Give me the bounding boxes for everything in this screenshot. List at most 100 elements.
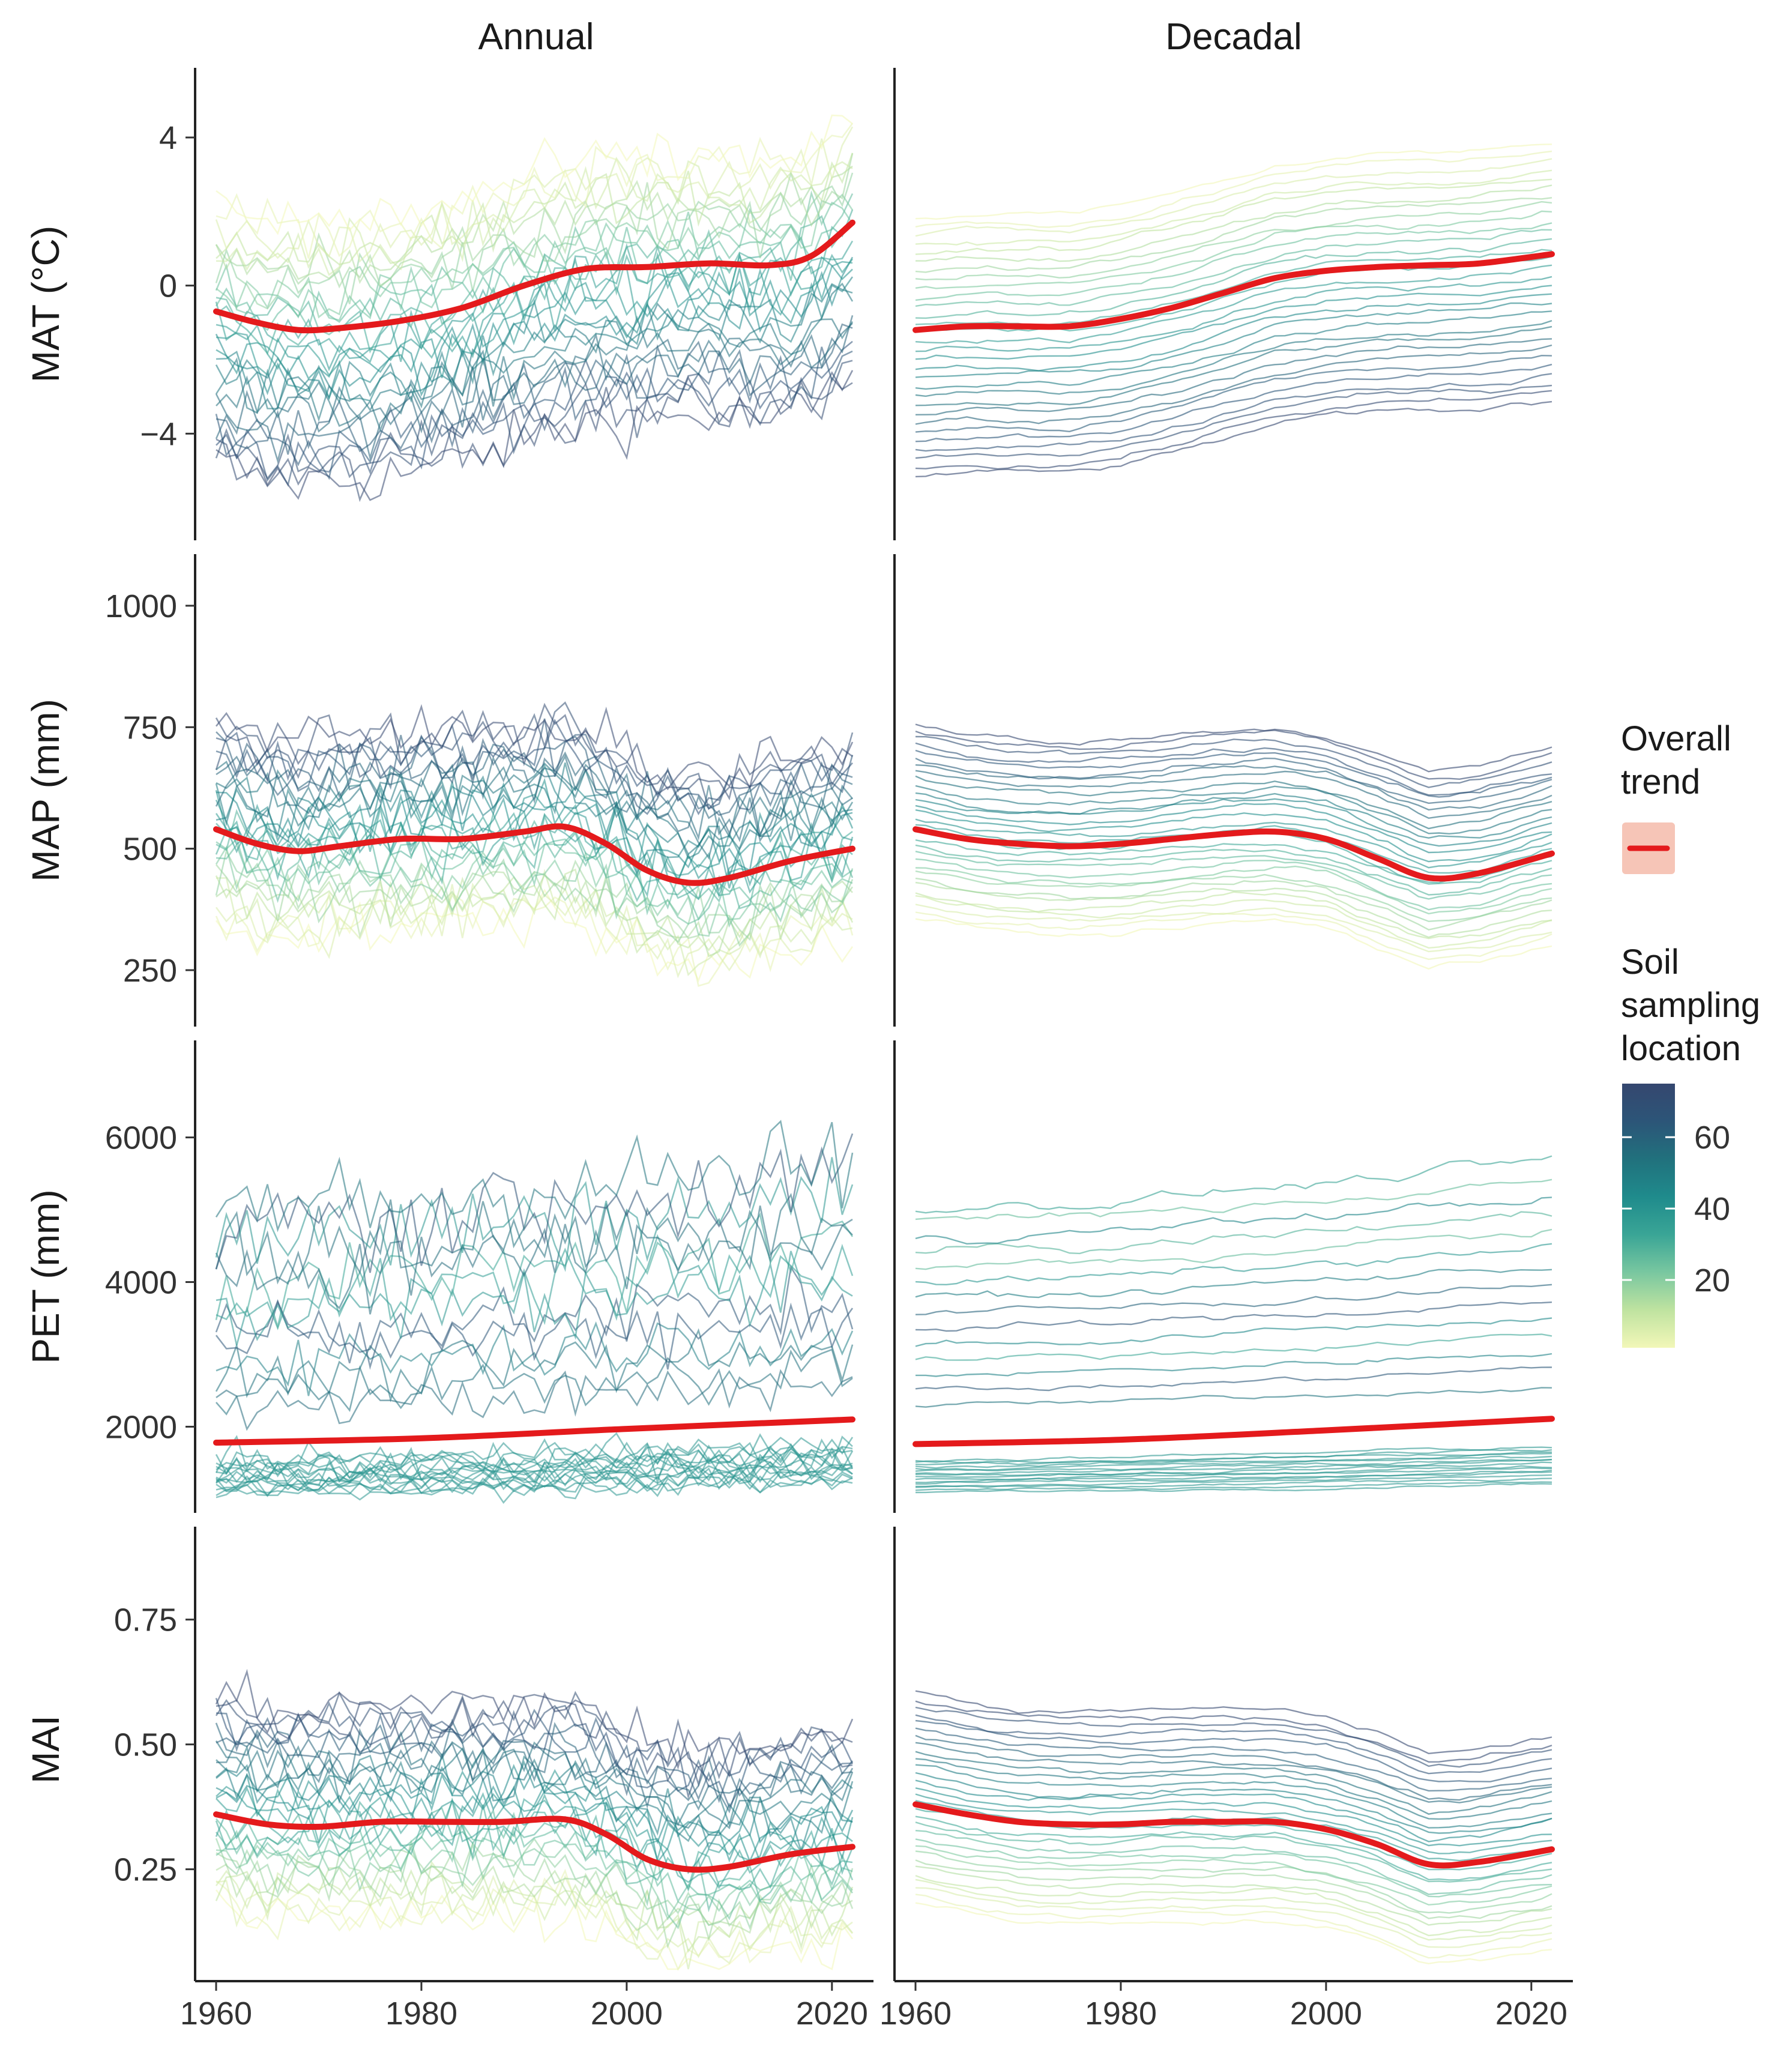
site-line <box>216 315 854 432</box>
site-line <box>216 834 853 921</box>
y-tick-label: 1000 <box>105 588 177 624</box>
site-line <box>915 1471 1552 1485</box>
overall-trend-line <box>213 1416 855 1446</box>
y-tick-label: 500 <box>123 831 177 868</box>
site-line <box>915 384 1552 459</box>
site-line <box>215 322 853 433</box>
y-tick-label: 6000 <box>105 1120 177 1156</box>
site-line <box>915 222 1552 301</box>
site-line <box>915 858 1552 911</box>
y-tick-label: 250 <box>123 953 177 989</box>
site-line <box>216 1770 854 1865</box>
site-line <box>216 1874 853 1964</box>
site-lines <box>915 723 1552 970</box>
strip-title-annual: Annual <box>478 16 594 58</box>
site-line <box>216 370 854 501</box>
site-line <box>915 354 1552 433</box>
site-line <box>216 731 853 816</box>
site-line <box>216 1718 854 1803</box>
site-line <box>215 702 853 801</box>
site-line <box>915 1742 1552 1803</box>
site-line <box>215 1265 854 1353</box>
site-line <box>915 325 1552 406</box>
site-line <box>915 256 1552 333</box>
y-axis-label-mat: MAT (°C) <box>24 226 67 382</box>
site-line <box>915 839 1552 885</box>
site-line <box>215 1807 854 1913</box>
site-line <box>215 1668 854 1770</box>
legend: Overall trend Soil sampling location 60 4… <box>1621 719 1760 1348</box>
site-line <box>915 1477 1552 1488</box>
site-line <box>915 1284 1552 1315</box>
panel-pet-decadal <box>893 1040 1555 1513</box>
y-axis-label-pet: PET (mm) <box>24 1189 67 1363</box>
site-line <box>915 310 1552 390</box>
site-line <box>915 1178 1552 1221</box>
site-line <box>215 360 853 480</box>
site-line <box>915 363 1552 442</box>
site-line <box>216 1769 853 1875</box>
site-line <box>215 803 854 899</box>
x-axis-decadal: 1960 1980 2000 2020 <box>879 1980 1573 2032</box>
site-lines <box>915 143 1552 478</box>
legend-colorbar-tick-label: 60 <box>1694 1120 1730 1156</box>
site-line <box>216 1321 854 1396</box>
site-line <box>915 1690 1552 1755</box>
site-line <box>216 1368 853 1431</box>
y-axis-label-mai: MAI <box>24 1715 67 1784</box>
site-line <box>915 1719 1552 1782</box>
site-line <box>216 114 853 235</box>
site-line <box>215 315 854 464</box>
site-line <box>915 1758 1552 1820</box>
site-line <box>915 851 1552 900</box>
site-line <box>915 1800 1552 1862</box>
site-line <box>915 1366 1552 1392</box>
site-line <box>915 1893 1552 1959</box>
site-line <box>915 344 1552 425</box>
site-line <box>216 1447 853 1482</box>
site-line <box>215 1205 853 1315</box>
site-line <box>215 1435 854 1473</box>
site-line <box>215 1837 854 1930</box>
site-line <box>215 346 853 480</box>
y-tick-label: 750 <box>123 710 177 746</box>
site-line <box>216 1694 853 1778</box>
site-line <box>915 1727 1552 1792</box>
site-line <box>915 338 1552 415</box>
site-line <box>915 1838 1552 1898</box>
y-tick-label: 0.50 <box>114 1727 177 1763</box>
site-line <box>915 197 1552 273</box>
site-line <box>915 735 1552 788</box>
x-axis-annual: 1960 1980 2000 2020 <box>180 1980 873 2032</box>
site-line <box>915 865 1552 915</box>
site-line <box>216 1728 854 1811</box>
site-line <box>915 1269 1552 1299</box>
x-axes: 1960 1980 2000 2020 1960 1980 2000 2020 <box>180 1980 1573 2032</box>
site-line <box>216 871 853 958</box>
site-line <box>915 1333 1552 1361</box>
site-line <box>915 757 1552 804</box>
site-line <box>915 1301 1552 1332</box>
site-line <box>215 126 854 263</box>
site-line <box>216 868 853 976</box>
site-line <box>915 895 1552 949</box>
site-line <box>215 1157 854 1272</box>
site-line <box>216 1820 854 1930</box>
site-line <box>215 1811 853 1903</box>
site-line <box>915 178 1552 255</box>
site-line <box>915 911 1552 961</box>
site-line <box>915 1793 1552 1854</box>
site-line <box>215 848 854 947</box>
y-tick-label: 2000 <box>105 1409 177 1445</box>
site-line <box>915 184 1552 262</box>
site-line <box>215 1866 854 1953</box>
site-line <box>215 762 853 860</box>
site-line <box>915 1887 1552 1948</box>
x-tick-label: 1960 <box>879 1996 952 2032</box>
site-line <box>915 1482 1552 1494</box>
site-lines <box>215 114 854 502</box>
panel-mai-annual: 0.75 0.50 0.25 MAI <box>24 1527 855 1981</box>
y-tick-label: −4 <box>140 416 177 452</box>
site-line <box>215 282 854 423</box>
site-line <box>215 704 854 791</box>
